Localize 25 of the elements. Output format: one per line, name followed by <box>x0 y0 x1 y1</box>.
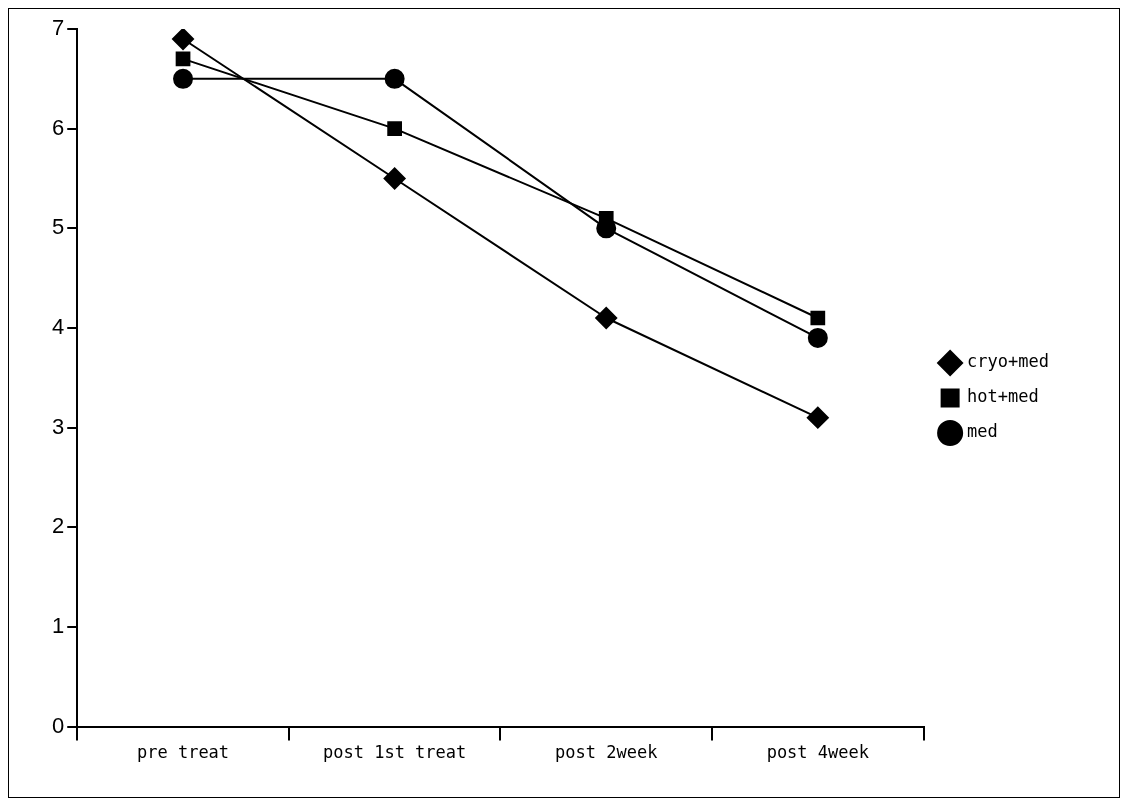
x-tick-label: pre treat <box>136 742 230 763</box>
legend-label: hot+med <box>967 386 1039 407</box>
x-tick-label: post 4week <box>766 742 869 763</box>
y-tick-label: 6 <box>51 114 65 140</box>
point <box>383 167 406 190</box>
y-tick-label: 0 <box>51 712 65 738</box>
point <box>172 29 195 50</box>
y-tick-label: 3 <box>51 413 65 439</box>
legend-label: med <box>967 421 998 442</box>
y-tick-label: 7 <box>51 15 65 41</box>
y-tick-label: 1 <box>51 613 65 639</box>
point <box>806 406 829 429</box>
point <box>384 68 405 89</box>
x-tick-label: post 1st treat <box>322 742 467 763</box>
point <box>595 307 618 330</box>
point <box>807 327 828 348</box>
y-tick-label: 2 <box>51 513 65 539</box>
y-tick-label: 4 <box>51 314 65 340</box>
legend-label: cryo+med <box>967 351 1050 372</box>
point <box>173 68 194 89</box>
point <box>810 310 826 326</box>
x-tick-label: post 2week <box>555 742 658 763</box>
point <box>387 121 402 137</box>
point <box>175 51 191 67</box>
y-tick-label: 5 <box>51 214 65 240</box>
